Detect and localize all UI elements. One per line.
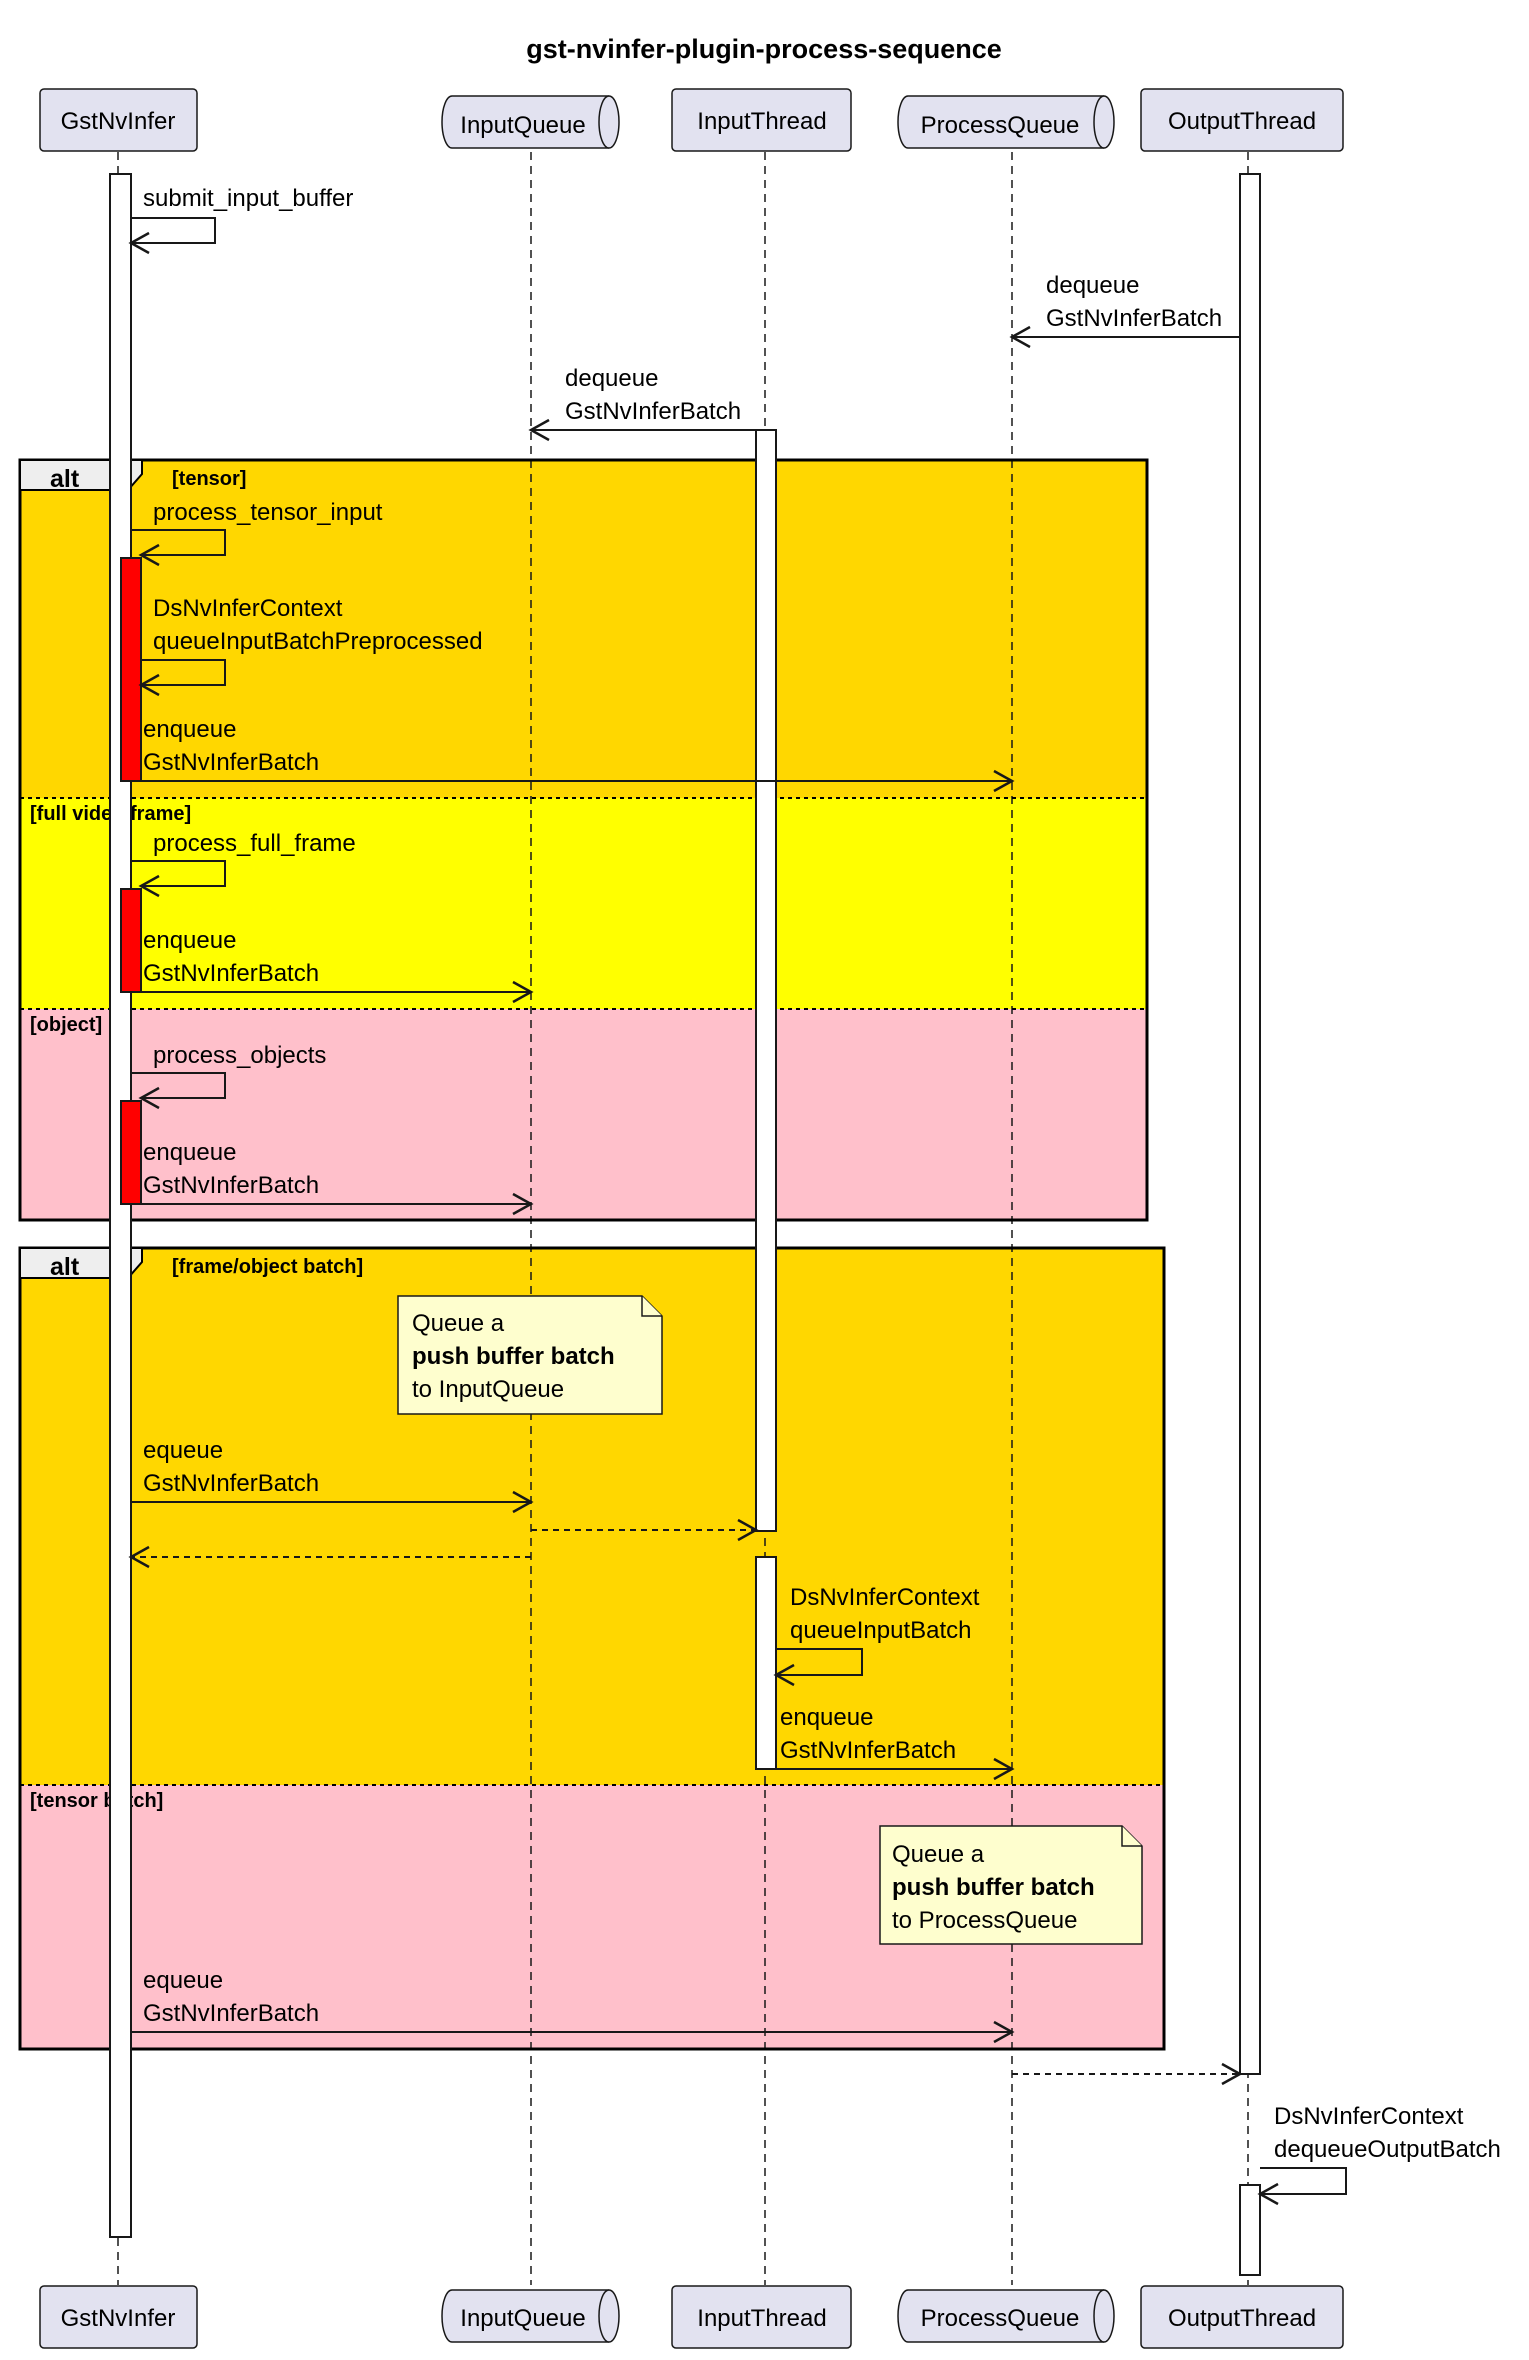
queue-input-batch-preprocessed-line1: DsNvInferContext xyxy=(153,595,343,622)
tensor-enqueue-label-line1: enqueue xyxy=(143,716,236,743)
tensor-batch-equeue-message: equeue GstNvInferBatch xyxy=(131,1967,1015,2044)
alt1-frame xyxy=(18,458,1149,1222)
participant-processqueue-top: ProcessQueue xyxy=(897,95,1115,149)
output-dequeue-label-line1: dequeue xyxy=(1046,272,1139,299)
queue-input-batch-label-line2: queueInputBatch xyxy=(790,1617,972,1644)
process-full-frame-label: process_full_frame xyxy=(153,830,356,857)
output-dequeue-message: dequeue GstNvInferBatch xyxy=(1009,272,1240,349)
participant-inputqueue-top: InputQueue xyxy=(441,95,620,149)
note-input-line1: Queue a xyxy=(412,1310,505,1337)
participant-inputthread-top: InputThread xyxy=(671,88,852,152)
inputthread-enqueue-message: enqueue GstNvInferBatch xyxy=(776,1704,1015,1781)
alt1-tensor-region xyxy=(20,460,1147,798)
input-dequeue-label-line1: dequeue xyxy=(565,365,658,392)
tensor-batch-equeue-label-line1: equeue xyxy=(143,1967,223,1994)
note-process-line2: push buffer batch xyxy=(892,1874,1095,1901)
objects-activation xyxy=(120,1100,142,1205)
participant-processqueue-label: ProcessQueue xyxy=(921,112,1080,139)
queue-input-batch-label-line1: DsNvInferContext xyxy=(790,1584,980,1611)
tensor-processing-activation xyxy=(120,557,142,782)
participant-inputqueue-bottom: InputQueue xyxy=(441,2289,620,2343)
note-process-line3: to ProcessQueue xyxy=(892,1907,1077,1934)
process-objects-message: process_objects xyxy=(131,1042,326,1110)
input-dequeue-label-line2: GstNvInferBatch xyxy=(565,398,741,425)
submit-input-buffer-label: submit_input_buffer xyxy=(143,185,353,212)
queue-input-batch-message: DsNvInferContext queueInputBatch xyxy=(773,1584,980,1687)
participant-outputthread-label: OutputThread xyxy=(1168,108,1316,135)
alt1-guard-tensor: [tensor] xyxy=(172,468,246,490)
full-frame-enqueue-label-line2: GstNvInferBatch xyxy=(143,960,319,987)
full-frame-enqueue-message: enqueue GstNvInferBatch xyxy=(141,927,534,1004)
participant-processqueue-bottom: ProcessQueue xyxy=(897,2289,1115,2343)
alt-fragment-1 xyxy=(20,460,1147,1220)
alt1-object-region xyxy=(20,1009,1147,1220)
participant-outputthread-top: OutputThread xyxy=(1140,88,1344,152)
alt2-frame xyxy=(18,1246,1166,2051)
participant-gstnvinfer-label: GstNvInfer xyxy=(61,108,176,135)
participant-outputthread-bottom: OutputThread xyxy=(1140,2285,1344,2349)
dequeue-output-batch-label-line1: DsNvInferContext xyxy=(1274,2103,1464,2130)
alt2-guard-tensor-batch: [tensor batch] xyxy=(30,1790,163,1812)
processqueue-to-outputthread-return xyxy=(1012,2062,1243,2086)
full-frame-enqueue-label-line1: enqueue xyxy=(143,927,236,954)
batch-equeue-input-label-line1: equeue xyxy=(143,1437,223,1464)
queue-input-batch-preprocessed-message: DsNvInferContext queueInputBatchPreproce… xyxy=(138,595,483,697)
note-process-queue: Queue a push buffer batch to ProcessQueu… xyxy=(879,1825,1143,1945)
note-input-line2: push buffer batch xyxy=(412,1343,615,1370)
batch-equeue-input-label-line2: GstNvInferBatch xyxy=(143,1470,319,1497)
alt2-keyword: alt xyxy=(50,1253,80,1281)
inputqueue-to-gstnvinfer-return xyxy=(128,1545,531,1569)
tensor-enqueue-label-line2: GstNvInferBatch xyxy=(143,749,319,776)
inputthread-activation-2 xyxy=(755,1556,777,1770)
participant-inputqueue-bottom-label: InputQueue xyxy=(460,2305,585,2332)
objects-enqueue-label-line1: enqueue xyxy=(143,1139,236,1166)
outputthread-activation-1 xyxy=(1239,173,1261,2075)
participant-inputthread-bottom: InputThread xyxy=(671,2285,852,2349)
alt1-keyword: alt xyxy=(50,465,80,493)
inputthread-enqueue-label-line2: GstNvInferBatch xyxy=(780,1737,956,1764)
batch-equeue-input-message: equeue GstNvInferBatch xyxy=(131,1437,534,1514)
gstnvinfer-activation xyxy=(109,173,132,2238)
queue-input-batch-preprocessed-line2: queueInputBatchPreprocessed xyxy=(153,628,483,655)
process-objects-label: process_objects xyxy=(153,1042,326,1069)
tensor-enqueue-message: enqueue GstNvInferBatch xyxy=(141,716,1015,793)
diagram-title: gst-nvinfer-plugin-process-sequence xyxy=(526,34,1002,64)
alt1-guard-object: [object] xyxy=(30,1014,102,1036)
alt2-guard-batch: [frame/object batch] xyxy=(172,1256,363,1278)
dequeue-output-batch-message: DsNvInferContext dequeueOutputBatch xyxy=(1257,2103,1501,2206)
participant-gstnvinfer-top: GstNvInfer xyxy=(39,88,198,152)
participant-inputthread-bottom-label: InputThread xyxy=(697,2305,826,2332)
output-dequeue-label-line2: GstNvInferBatch xyxy=(1046,305,1222,332)
participant-inputqueue-label: InputQueue xyxy=(460,112,585,139)
participant-gstnvinfer-bottom-label: GstNvInfer xyxy=(61,2305,176,2332)
alt1-full-frame-region xyxy=(20,798,1147,1009)
tensor-batch-equeue-label-line2: GstNvInferBatch xyxy=(143,2000,319,2027)
submit-input-buffer-message: submit_input_buffer xyxy=(128,185,353,255)
dequeue-output-batch-label-line2: dequeueOutputBatch xyxy=(1274,2136,1501,2163)
participant-inputthread-label: InputThread xyxy=(697,108,826,135)
inputqueue-to-inputthread-return xyxy=(531,1518,759,1542)
objects-enqueue-label-line2: GstNvInferBatch xyxy=(143,1172,319,1199)
note-input-queue: Queue a push buffer batch to InputQueue xyxy=(397,1295,663,1415)
inputthread-enqueue-label-line1: enqueue xyxy=(780,1704,873,1731)
note-process-line1: Queue a xyxy=(892,1841,985,1868)
inputthread-activation-1 xyxy=(755,429,777,1532)
note-input-line3: to InputQueue xyxy=(412,1376,564,1403)
full-frame-activation xyxy=(120,888,142,993)
participant-gstnvinfer-bottom: GstNvInfer xyxy=(39,2285,198,2349)
input-dequeue-message: dequeue GstNvInferBatch xyxy=(528,365,756,442)
objects-enqueue-message: enqueue GstNvInferBatch xyxy=(141,1139,534,1216)
process-full-frame-message: process_full_frame xyxy=(131,830,356,898)
participant-processqueue-bottom-label: ProcessQueue xyxy=(921,2305,1080,2332)
process-tensor-input-label: process_tensor_input xyxy=(153,499,383,526)
process-tensor-input-message: process_tensor_input xyxy=(131,499,383,567)
outputthread-activation-2 xyxy=(1239,2184,1261,2276)
participant-outputthread-bottom-label: OutputThread xyxy=(1168,2305,1316,2332)
